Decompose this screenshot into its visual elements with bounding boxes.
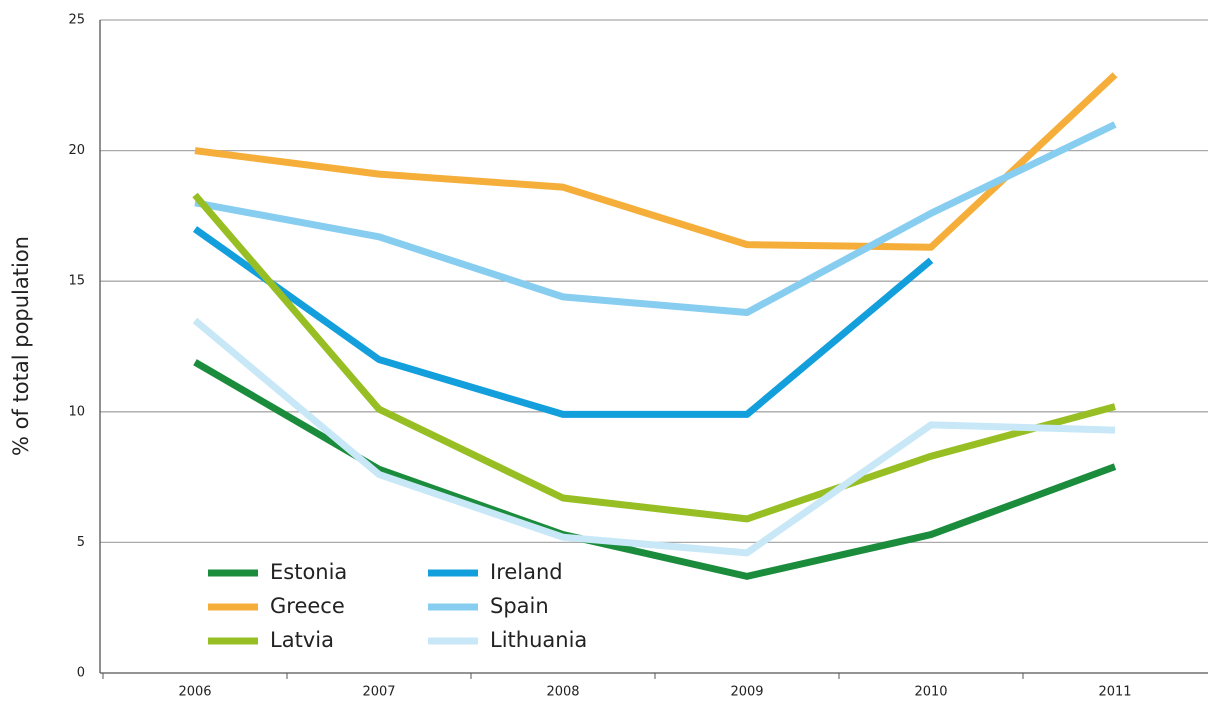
series-line	[194, 121, 1117, 317]
y-tick-label: 0	[77, 666, 85, 681]
x-tick-label: 2010	[914, 685, 947, 700]
legend-label: Latvia	[270, 628, 334, 652]
series-line	[192, 226, 934, 418]
legend-label: Ireland	[490, 560, 563, 584]
y-tick-label: 15	[68, 274, 85, 289]
y-tick-label: 25	[68, 13, 85, 28]
legend-label: Estonia	[270, 560, 347, 584]
series-line	[192, 317, 1116, 557]
y-tick-label: 20	[68, 143, 85, 158]
legend-label: Spain	[490, 594, 549, 618]
legend-label: Greece	[270, 594, 345, 618]
x-tick-label: 2007	[362, 685, 395, 700]
x-tick-label: 2006	[178, 685, 211, 700]
series-line	[194, 72, 1118, 251]
y-tick-label: 10	[68, 404, 85, 419]
legend-label: Lithuania	[490, 628, 587, 652]
y-axis-label: % of total population	[9, 236, 33, 456]
x-tick-label: 2009	[730, 685, 763, 700]
x-tick-label: 2011	[1098, 685, 1131, 700]
x-tick-label: 2008	[546, 685, 579, 700]
series-line	[192, 192, 1116, 523]
y-tick-label: 5	[77, 535, 85, 550]
